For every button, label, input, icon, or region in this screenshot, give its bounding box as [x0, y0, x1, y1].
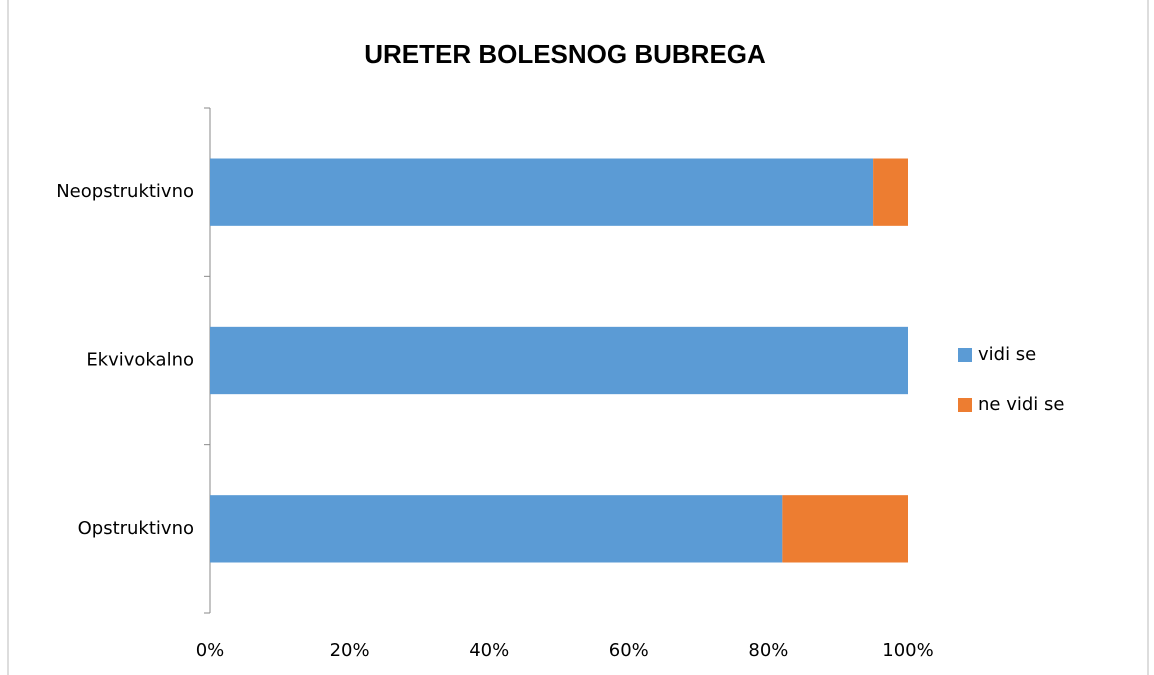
y-tick-label: Ekvivokalno — [86, 350, 194, 371]
x-tick-label: 40% — [469, 640, 509, 661]
x-tick-label: 80% — [748, 640, 788, 661]
x-tick-label: 60% — [609, 640, 649, 661]
y-tick-label: Opstruktivno — [78, 518, 194, 539]
y-tick-label: Neopstruktivno — [56, 181, 194, 202]
bar — [210, 326, 908, 395]
bar — [210, 495, 783, 563]
x-tick-label: 0% — [196, 640, 225, 661]
bar — [782, 495, 908, 563]
x-tick-label: 100% — [882, 640, 933, 661]
legend-swatch — [958, 348, 972, 362]
legend-label: ne vidi se — [978, 394, 1064, 415]
x-tick-label: 20% — [330, 640, 370, 661]
bar — [210, 158, 874, 226]
legend-swatch — [958, 398, 972, 412]
bar — [873, 158, 908, 226]
legend-label: vidi se — [978, 344, 1036, 365]
chart-title: URETER BOLESNOG BUBREGA — [364, 39, 766, 69]
